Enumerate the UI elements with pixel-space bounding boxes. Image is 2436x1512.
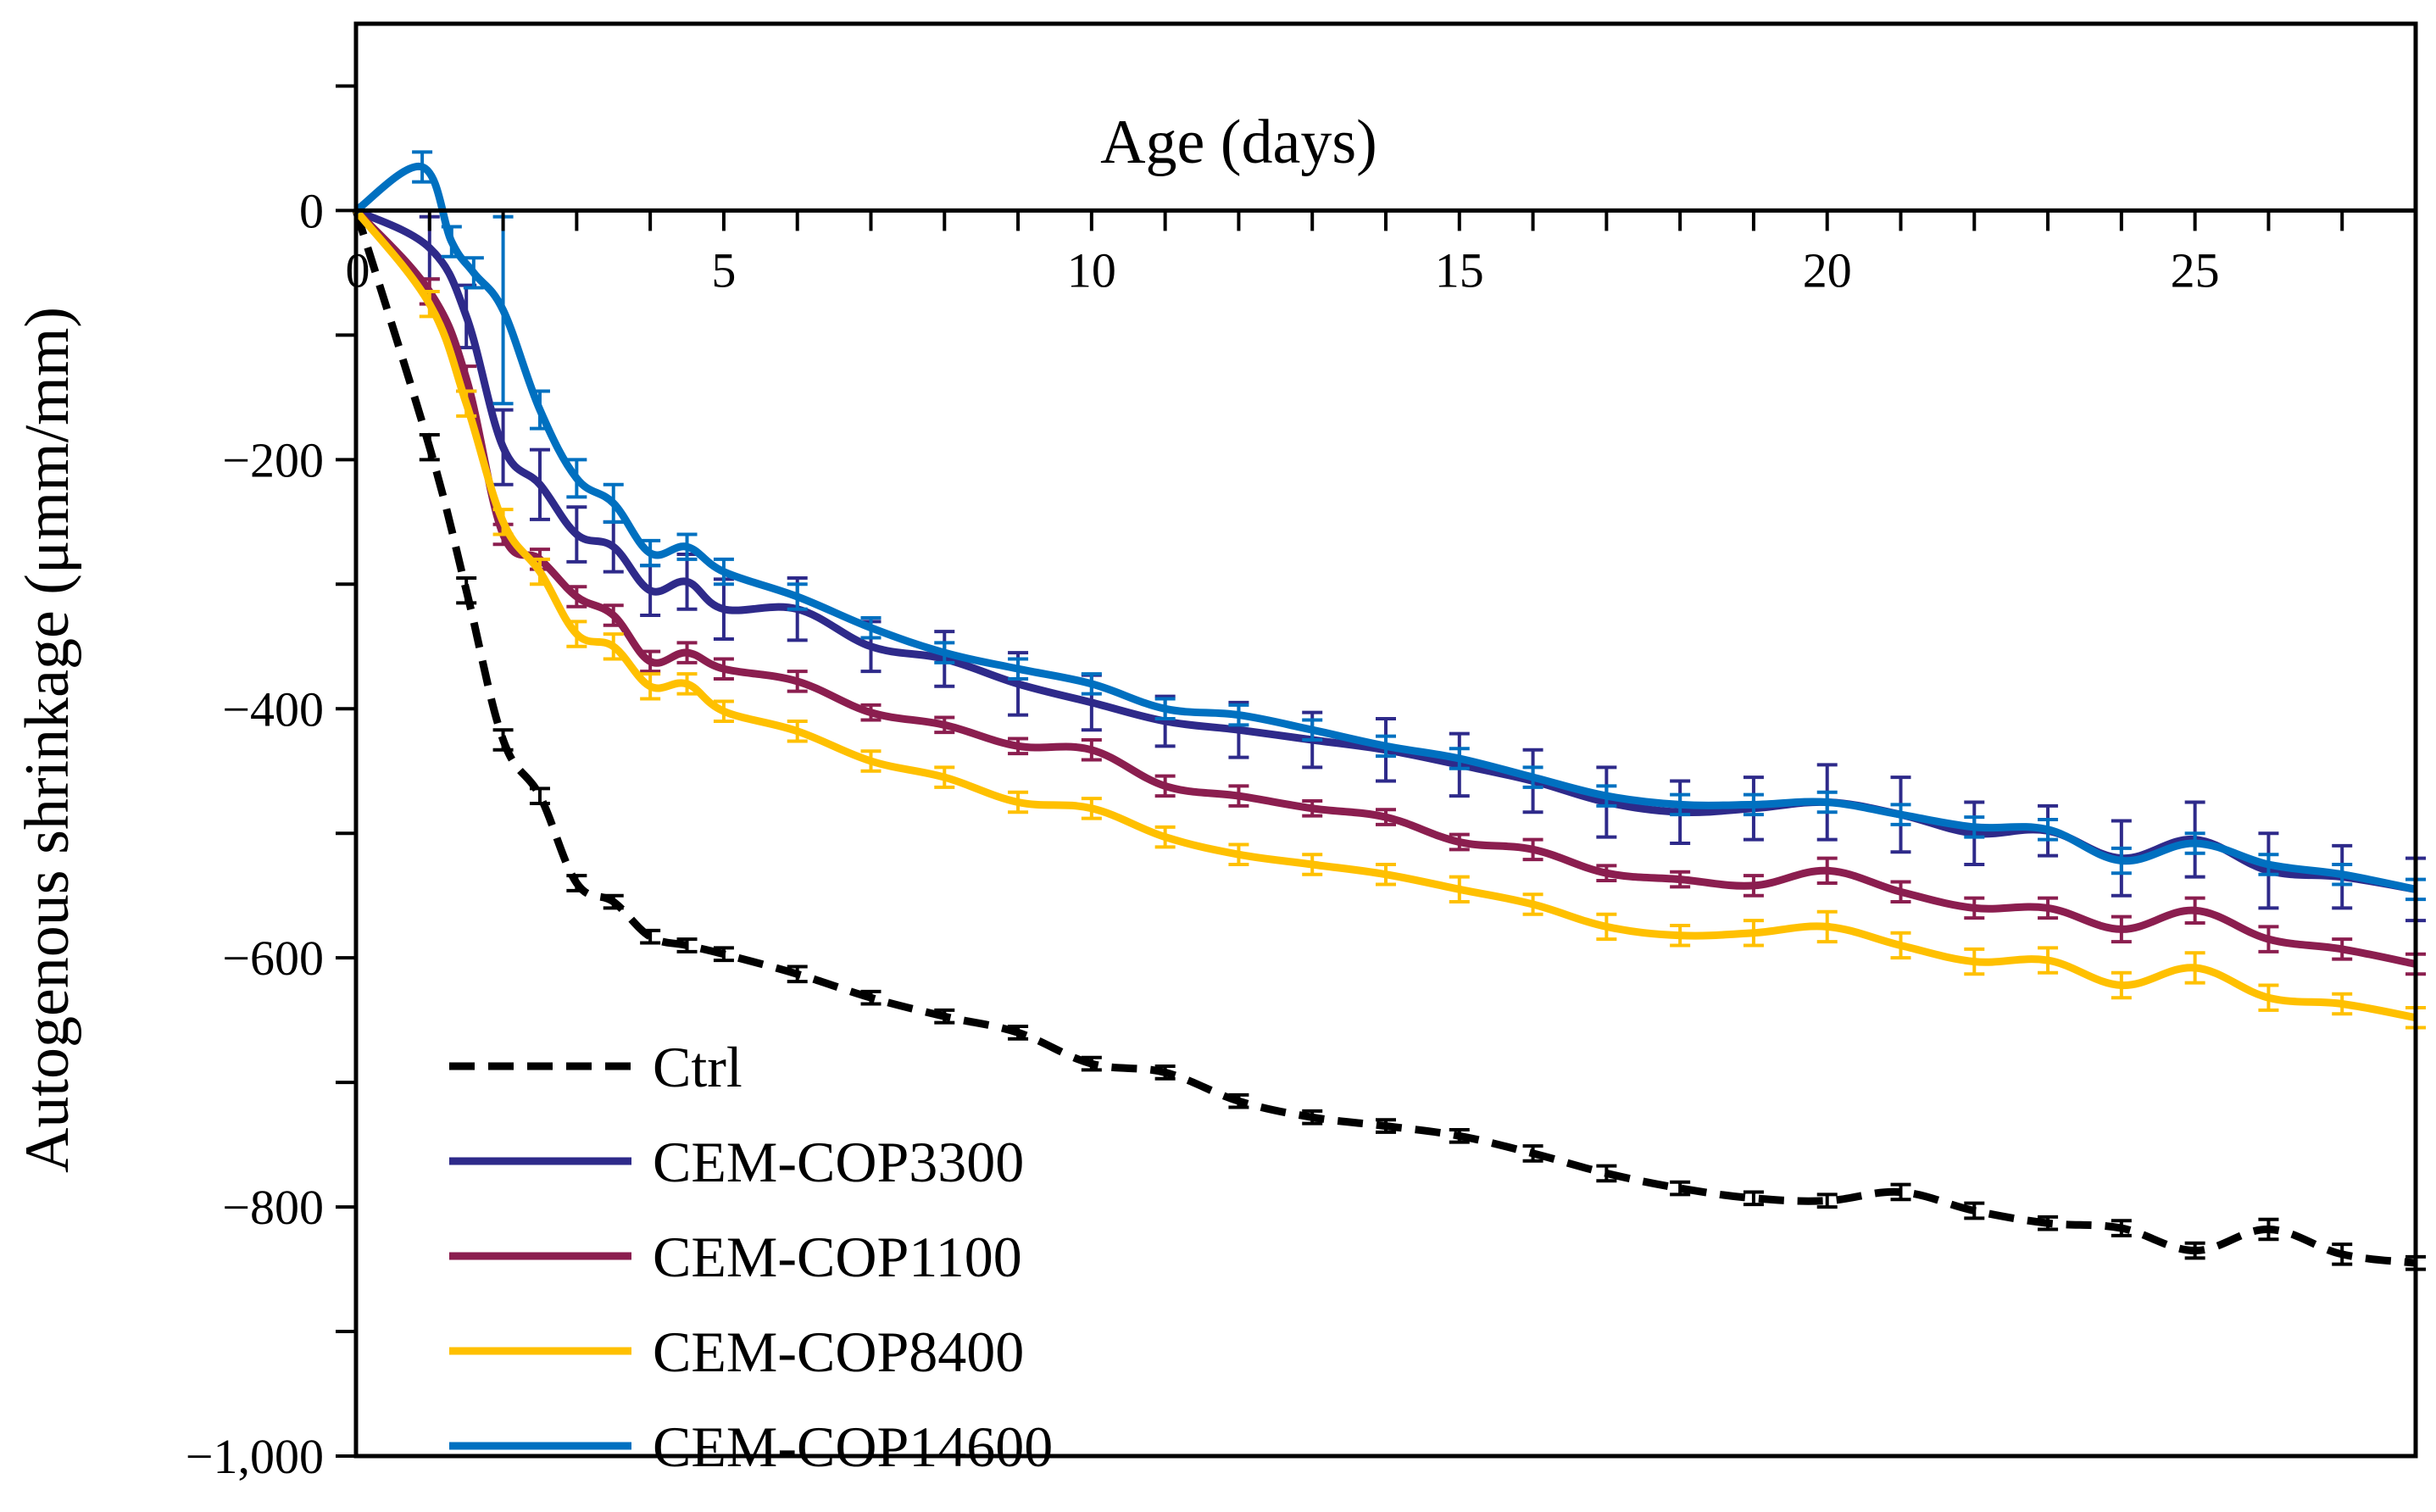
y-tick-label: −1,000: [186, 1429, 324, 1484]
y-tick-label: −400: [222, 681, 324, 737]
legend-item-cem-cop1100: CEM-COP1100: [449, 1225, 1022, 1289]
y-tick-label: −600: [222, 931, 324, 986]
legend-item-ctrl: Ctrl: [449, 1035, 742, 1099]
legend-label: CEM-COP1100: [653, 1225, 1022, 1289]
series-line-cem-cop8400: [353, 208, 2417, 1022]
x-origin-label: 0: [346, 242, 370, 297]
series-line-cem-cop14600: [353, 163, 2417, 893]
legend-item-cem-cop3300: CEM-COP3300: [449, 1130, 1024, 1194]
series-layer: [352, 150, 2426, 1271]
series-line-cem-cop1100: [353, 208, 2417, 968]
legend-item-cem-cop8400: CEM-COP8400: [449, 1320, 1024, 1384]
legend-label: Ctrl: [653, 1035, 742, 1099]
axes-layer: [336, 21, 2418, 1459]
x-tick-label: 15: [1435, 242, 1484, 297]
error-bar: [1890, 1182, 1911, 1202]
legend-label: CEM-COP3300: [653, 1130, 1024, 1194]
y-axis-title: Autogenous shrinkage (μmm/mm): [13, 307, 82, 1173]
error-bar: [1743, 1190, 1764, 1207]
legend: Ctrl CEM-COP3300 CEM-COP1100 CEM-COP8400 CEM…: [449, 1035, 1053, 1479]
x-tick-label: 10: [1067, 242, 1116, 297]
labels-layer: 0 −200 −400 −600 −800 −1,000 5 10 15 20 25 0 Age (da…: [13, 108, 2220, 1484]
error-bar: [1816, 1192, 1838, 1209]
series-cem-cop1100: [353, 208, 2426, 976]
plot-frame: [353, 21, 2418, 1459]
x-tick-label: 25: [2171, 242, 2220, 297]
series-cem-cop14600: [353, 150, 2426, 902]
y-tick-label: 0: [299, 183, 324, 238]
x-axis-title: Age (days): [1100, 108, 1377, 177]
legend-label: CEM-COP8400: [653, 1320, 1024, 1384]
legend-label: CEM-COP14600: [653, 1415, 1053, 1479]
y-tick-label: −200: [222, 432, 324, 487]
series-ctrl: [352, 209, 2426, 1271]
y-tick-label: −800: [222, 1180, 324, 1235]
x-tick-label: 5: [711, 242, 736, 297]
legend-item-cem-cop14600: CEM-COP14600: [449, 1415, 1053, 1479]
error-bar: [1670, 1180, 1691, 1197]
x-tick-label: 20: [1803, 242, 1852, 297]
